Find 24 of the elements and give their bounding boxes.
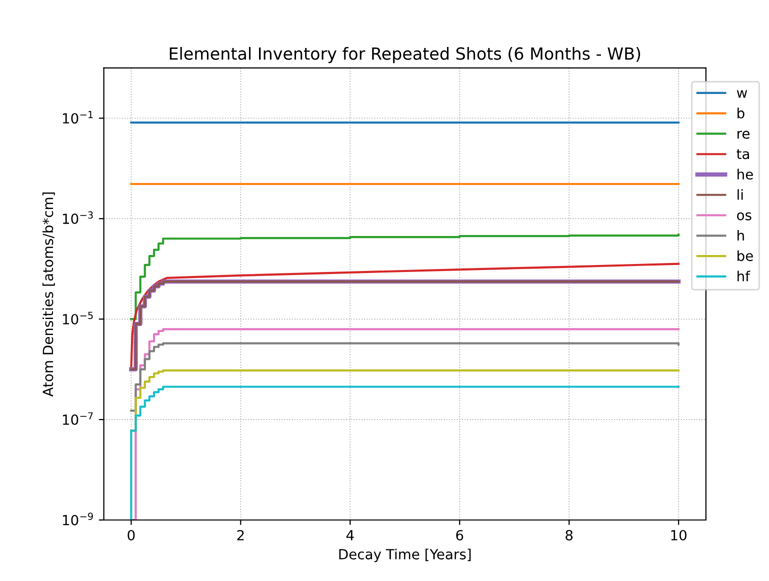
legend-label: re: [738, 130, 750, 139]
x-axis-title: Decay Time [Years]: [339, 548, 471, 562]
x-tick-label: 0: [128, 530, 135, 540]
legend-label: os: [737, 212, 752, 220]
legend-label: be: [738, 250, 753, 262]
y-tick-label: 10$^{−7}$: [62, 412, 93, 425]
x-tick-label: 6: [456, 530, 464, 540]
x-tick-label: 2: [237, 530, 244, 540]
y-tick-label: 10$^{−1}$: [62, 110, 93, 124]
chart-title: Elemental Inventory for Repeated Shots (6 Months - WB): [170, 46, 640, 64]
y-tick-label: 10$^{−9}$: [62, 512, 93, 526]
legend-label: hf: [738, 270, 750, 282]
legend-label: ta: [736, 149, 749, 160]
x-tick-label: 4: [346, 530, 354, 540]
y-tick-label: 10$^{−3}$: [62, 211, 93, 224]
legend-label: li: [738, 189, 743, 200]
legend-label: h: [738, 230, 744, 241]
x-tick-label: 10: [671, 530, 686, 540]
legend-label: b: [738, 108, 744, 118]
y-axis-title: Atom Densities [atoms/b*cm]: [42, 192, 55, 397]
x-tick-label: 8: [566, 530, 573, 540]
legend-label: w: [736, 90, 748, 98]
legend-label: he: [738, 168, 753, 180]
y-tick-label: 10$^{−5}$: [62, 312, 93, 324]
